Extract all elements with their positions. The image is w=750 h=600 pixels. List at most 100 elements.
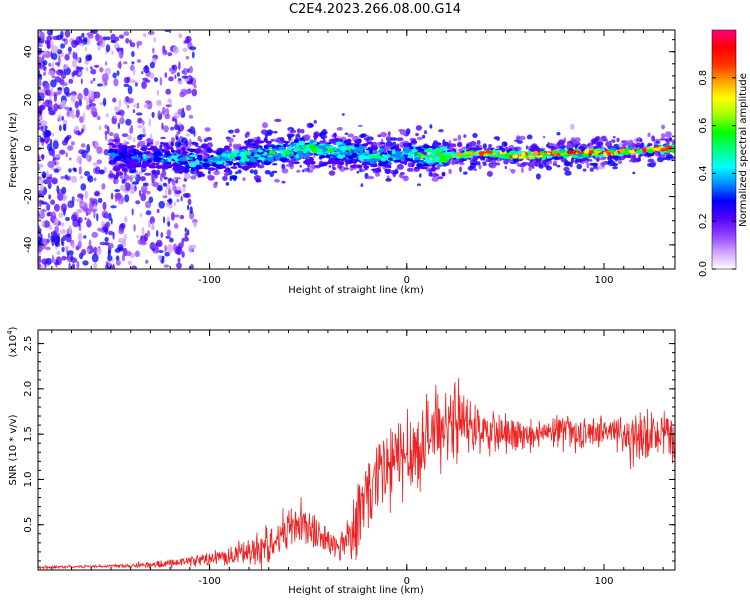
- spectrogram-ridge-mark: [497, 155, 505, 159]
- spectrogram-halo-mark: [589, 167, 594, 172]
- spectrogram-ridge-mark: [391, 146, 397, 150]
- spectrogram-halo-mark: [361, 168, 366, 172]
- spectrogram-ridge-mark: [647, 148, 654, 154]
- spectrogram-ridge-mark: [203, 158, 209, 162]
- spectrogram-noise-mark: [113, 106, 120, 112]
- spectrogram-noise-mark: [172, 46, 179, 54]
- spectrogram-noise-mark: [62, 85, 65, 91]
- spectrogram-ridge-mark: [380, 157, 387, 162]
- spectrogram-noise-mark: [85, 67, 89, 72]
- spectrogram-halo-mark: [553, 160, 557, 165]
- spectrogram-ridge-mark: [315, 151, 324, 155]
- spectrogram-noise-mark: [83, 37, 88, 42]
- spectrogram-halo-mark: [528, 166, 532, 172]
- snr-scale-label: (x104): [6, 326, 19, 357]
- spectrogram-ridge-mark: [635, 149, 644, 155]
- spectrogram-ridge-mark: [420, 166, 428, 170]
- spectrogram-halo-mark: [227, 137, 234, 143]
- spectrogram-halo-mark: [380, 131, 387, 138]
- spectrogram-halo-mark: [415, 125, 422, 131]
- spectrogram-halo-mark: [129, 127, 134, 134]
- spectrogram-noise-mark: [61, 139, 68, 146]
- spectrogram-noise-mark: [76, 198, 83, 202]
- spectrogram-ridge-mark: [207, 167, 216, 171]
- spectrogram-noise-mark: [149, 216, 155, 225]
- spectrogram-noise-mark: [86, 98, 89, 106]
- spectrogram-ridge-mark: [361, 143, 369, 147]
- spectrogram-noise-mark: [129, 42, 136, 48]
- spectrogram-ridge-mark: [129, 145, 136, 148]
- spectrogram-ridge-mark: [195, 159, 200, 164]
- spectrogram-halo-mark: [225, 182, 230, 186]
- spectrogram-ridge-mark: [161, 148, 165, 153]
- spectrogram-noise-mark: [46, 169, 49, 177]
- spectrogram-ridge-mark: [499, 150, 503, 155]
- spectrogram-ridge-mark: [352, 159, 357, 164]
- spectrogram-noise-mark: [133, 224, 136, 232]
- spectrogram-halo-mark: [163, 145, 171, 149]
- spectrogram-ridge-mark: [618, 154, 624, 157]
- spectrogram-halo-mark: [535, 173, 541, 180]
- spectrogram-noise-mark: [193, 84, 197, 89]
- spectrogram-noise-mark: [123, 83, 130, 88]
- spectrogram-noise-mark: [144, 100, 152, 104]
- spectrogram-halo-mark: [114, 189, 121, 193]
- spectrogram-halo-mark: [140, 176, 146, 182]
- spectrogram-halo-mark: [503, 159, 509, 165]
- spectrogram-noise-mark: [131, 208, 134, 216]
- spectrogram-halo-mark: [296, 128, 302, 134]
- spectrogram-noise-mark: [53, 104, 57, 109]
- spectrogram-ridge-mark: [671, 148, 675, 153]
- spectrogram-noise-mark: [190, 264, 194, 269]
- spectrogram-ridge-mark: [211, 156, 218, 162]
- spectrogram-noise-mark: [162, 216, 166, 224]
- spectrogram-halo-mark: [289, 163, 295, 170]
- spectrogram-ridge-mark: [325, 154, 330, 159]
- spectrogram-ridge-mark: [276, 145, 282, 148]
- spectrogram-ridge-mark: [567, 150, 574, 155]
- spectrogram-halo-mark: [457, 141, 463, 147]
- spectrogram-noise-mark: [45, 246, 51, 251]
- spectrogram-ridge-mark: [233, 162, 236, 166]
- spectrogram-ridge-mark: [189, 154, 198, 158]
- y-tick-label: 0.5: [23, 517, 34, 533]
- spectrogram-ridge-mark: [364, 153, 370, 156]
- spectrogram-noise-mark: [136, 234, 140, 239]
- spectrogram-noise-mark: [148, 118, 152, 127]
- spectrogram-ridge-mark: [366, 141, 373, 145]
- spectrogram-halo-mark: [112, 139, 119, 142]
- spectrogram-ridge-mark: [463, 152, 470, 155]
- spectrogram-halo-mark: [314, 165, 321, 169]
- spectrogram-halo-mark: [671, 139, 675, 144]
- spectrogram-halo-mark: [459, 162, 465, 166]
- spectrogram-noise-mark: [162, 49, 168, 56]
- spectrogram-noise-mark: [91, 30, 98, 34]
- spectrogram-halo-mark: [264, 133, 269, 137]
- spectrogram-noise-mark: [81, 128, 84, 134]
- spectrogram-ridge-mark: [279, 157, 288, 162]
- spectrogram-halo-mark: [648, 143, 653, 147]
- spectrogram-halo-mark: [322, 161, 328, 167]
- spectrogram-ridge-mark: [246, 143, 251, 147]
- spectrogram-ridge-mark: [223, 169, 228, 173]
- spectrogram-noise-mark: [47, 160, 55, 168]
- spectrogram-frame: [37, 29, 676, 270]
- spectrogram-halo-mark: [174, 190, 182, 195]
- spectrogram-noise-mark: [85, 104, 91, 111]
- spectrogram-ridge-mark: [127, 149, 133, 154]
- spectrogram-halo-mark: [656, 156, 664, 163]
- spectrogram-noise-mark: [129, 79, 136, 84]
- spectrogram-halo-mark: [399, 129, 407, 136]
- spectrogram-ridge-mark: [225, 160, 233, 164]
- spectrogram-ridge-mark: [414, 153, 418, 157]
- spectrogram-ridge-mark: [446, 151, 454, 155]
- spectrogram-halo-mark: [128, 168, 135, 174]
- spectrogram-halo-mark: [319, 131, 327, 138]
- spectrogram-ridge-mark: [252, 154, 260, 157]
- spectrogram-ridge-mark: [640, 143, 644, 149]
- spectrogram-ridge-mark: [230, 153, 238, 158]
- spectrogram-ridge-mark: [283, 143, 287, 148]
- spectrogram-ridge-mark: [272, 148, 277, 151]
- spectrogram-noise-mark: [182, 107, 185, 113]
- spectrogram-noise-mark: [139, 212, 142, 218]
